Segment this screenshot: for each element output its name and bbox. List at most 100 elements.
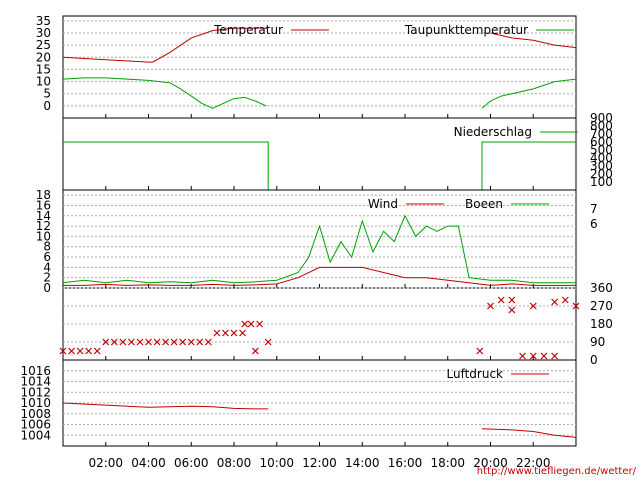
- panel-3-ytick-label: 0: [590, 353, 598, 367]
- wind-direction-point: [187, 338, 195, 346]
- time-axis-label: 18:00: [430, 456, 465, 470]
- wind-direction-point: [145, 338, 152, 346]
- series-wind-line: [63, 266, 576, 286]
- panel-1-ytick-label: 600: [590, 135, 613, 149]
- time-axis-label: 08:00: [217, 456, 252, 470]
- time-axis-label: 12:00: [302, 456, 337, 470]
- panel-4-ytick-label: 1004: [20, 428, 51, 442]
- panel-3-ytick-label: 180: [590, 317, 613, 331]
- panel-2-ytick-label: 2: [43, 271, 51, 285]
- time-axis-label: 20:00: [473, 456, 508, 470]
- series-taupunkttemperatur-line: [62, 77, 267, 109]
- wind-direction-point: [162, 338, 170, 346]
- wind-direction-point: [204, 338, 212, 346]
- time-axis-label: 02:00: [88, 456, 123, 470]
- panel-4-ytick-label: 1016: [20, 364, 51, 378]
- panel-1-ytick-label: 300: [590, 159, 613, 173]
- wind-direction-point: [196, 338, 204, 346]
- wind-direction-point: [529, 352, 537, 360]
- legend-label-boeen: Boeen: [465, 197, 503, 211]
- panel-1-ytick-label: 200: [590, 167, 613, 181]
- panel-1-ytick-label: 700: [590, 127, 613, 141]
- wind-direction-point: [561, 296, 569, 304]
- panel-2-right-tick-label: 7: [590, 202, 598, 216]
- panel-4-ytick-label: 1006: [20, 418, 51, 432]
- panel-1-ytick-label: 100: [590, 175, 613, 189]
- wind-direction-point: [119, 338, 127, 346]
- series-luftdruck-line-after-gap: [481, 428, 577, 438]
- wind-direction-point: [551, 298, 559, 306]
- time-axis-label: 06:00: [174, 456, 209, 470]
- wind-direction-point: [551, 352, 559, 360]
- panel-4-ytick-label: 1010: [20, 396, 51, 410]
- panel-2-ytick-label: 4: [43, 260, 51, 274]
- wind-direction-point: [256, 320, 264, 328]
- panel-0-ytick-label: 25: [36, 38, 51, 52]
- panel-2-right-tick-label: 6: [590, 217, 598, 231]
- wind-direction-point: [241, 320, 249, 328]
- time-axis-label: 16:00: [388, 456, 423, 470]
- wind-direction-point: [76, 347, 84, 355]
- time-axis-label: 04:00: [131, 456, 166, 470]
- panel-0-ytick-label: 10: [36, 75, 51, 89]
- wind-direction-point: [529, 302, 537, 310]
- wind-direction-point: [127, 338, 135, 346]
- panel-2-ytick-label: 18: [36, 188, 51, 202]
- wind-direction-point: [93, 347, 101, 355]
- panel-0-ytick-label: 5: [43, 87, 51, 101]
- wind-direction-point: [264, 338, 272, 346]
- time-axis-label: 10:00: [259, 456, 294, 470]
- panel-4-ytick-label: 1008: [20, 407, 51, 421]
- footer-url: http://www.tiefliegen.de/wetter/: [477, 466, 637, 477]
- panel-0-ytick-label: 0: [43, 99, 51, 113]
- panel-2-ytick-label: 14: [36, 209, 51, 223]
- wind-direction-point: [508, 296, 516, 304]
- panel-3-ytick-label: 90: [590, 335, 605, 349]
- series-taupunkttemperatur-line-after-gap: [481, 78, 577, 109]
- wind-direction-point: [222, 329, 229, 337]
- series-niederschlag-line: [63, 141, 269, 190]
- panel-1-ytick-label: 400: [590, 151, 613, 165]
- wind-direction-point: [230, 329, 238, 337]
- wind-direction-point: [179, 338, 187, 346]
- series-temperatur-line-after-gap: [490, 32, 577, 49]
- panel-0-ytick-label: 30: [36, 26, 51, 40]
- panel-2-ytick-label: 8: [43, 240, 51, 254]
- wind-direction-point: [239, 329, 246, 337]
- panel-2-ytick-label: 10: [36, 229, 51, 243]
- wind-direction-point: [102, 338, 110, 346]
- panel-3-ytick-label: 270: [590, 299, 613, 313]
- panel-0-ytick-label: 15: [36, 62, 51, 76]
- panel-2-ytick-label: 12: [36, 219, 51, 233]
- wind-direction-point: [251, 347, 259, 355]
- wind-direction-point: [508, 306, 516, 314]
- series-luftdruck-line: [62, 402, 269, 410]
- panel-0-ytick-label: 20: [36, 50, 51, 64]
- wind-direction-point: [110, 338, 118, 346]
- wind-direction-point: [85, 347, 93, 355]
- panel-3-ytick-label: 360: [590, 281, 613, 295]
- panel-1-ytick-label: 900: [590, 111, 613, 125]
- wind-direction-point: [497, 296, 505, 304]
- series-boeen-line: [62, 214, 576, 284]
- panel-4-ytick-label: 1012: [20, 385, 51, 399]
- panel-4-ytick-label: 1014: [20, 375, 51, 389]
- panel-1-ytick-label: 800: [590, 119, 613, 133]
- time-axis-label: 14:00: [345, 456, 380, 470]
- legend-label-wind: Wind: [368, 197, 398, 211]
- wind-direction-point: [68, 347, 75, 355]
- series-niederschlag-line-after-gap: [481, 141, 576, 190]
- wind-direction-point: [170, 338, 178, 346]
- wind-direction-point: [153, 338, 161, 346]
- panel-2-ytick-label: 0: [43, 281, 51, 295]
- wind-direction-point: [59, 347, 67, 355]
- wind-direction-point: [213, 329, 221, 337]
- wind-direction-point: [487, 302, 494, 310]
- time-axis-label: 22:00: [516, 456, 551, 470]
- legend-label-niederschlag: Niederschlag: [454, 125, 532, 139]
- panel-2-ytick-label: 16: [36, 198, 51, 212]
- legend-label-taupunkttemperatur: Taupunkttemperatur: [404, 23, 528, 37]
- legend-label-temperatur: Temperatur: [213, 23, 283, 37]
- series-temperatur-line: [62, 27, 269, 63]
- wind-direction-point: [519, 352, 526, 360]
